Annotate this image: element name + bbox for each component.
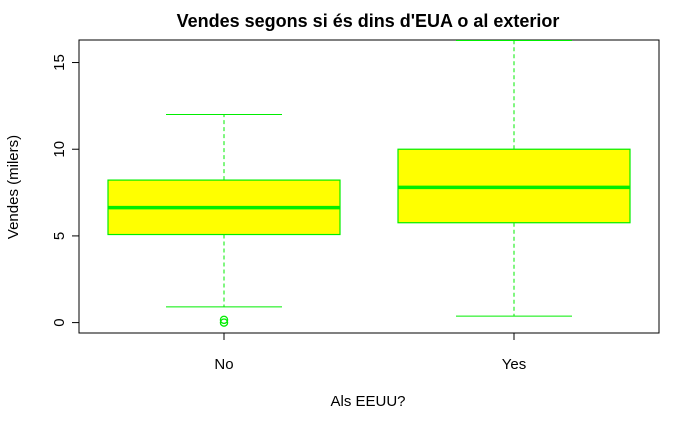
x-axis-label: Als EEUU? bbox=[330, 393, 405, 410]
box-yes bbox=[397, 40, 631, 317]
y-tick-label: 0 bbox=[51, 318, 68, 326]
chart-title: Vendes segons si és dins d'EUA o al exte… bbox=[177, 11, 560, 31]
y-tick-label: 5 bbox=[51, 232, 68, 240]
outlier-point bbox=[219, 318, 229, 327]
x-tick-label: Yes bbox=[502, 356, 526, 373]
x-axis: No Yes bbox=[214, 332, 526, 373]
boxes bbox=[107, 40, 631, 327]
outlier-point bbox=[219, 315, 229, 325]
y-tick-label: 10 bbox=[51, 141, 68, 158]
y-axis-label: Vendes (milers) bbox=[5, 135, 22, 239]
x-tick-label: No bbox=[214, 356, 233, 373]
y-tick-label: 15 bbox=[51, 54, 68, 71]
y-axis: 0 5 10 15 bbox=[51, 54, 80, 327]
box-no bbox=[107, 114, 341, 327]
